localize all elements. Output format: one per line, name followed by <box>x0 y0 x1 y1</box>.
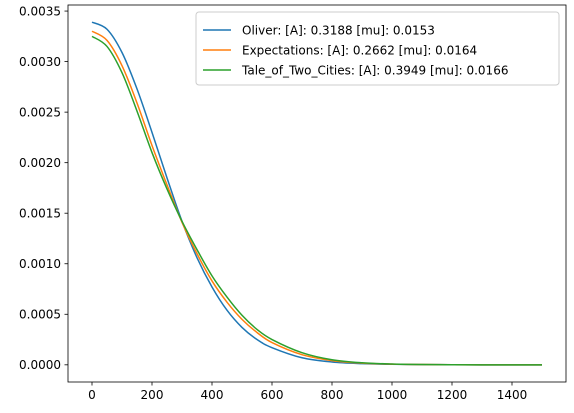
x-tick-label: 1400 <box>497 388 528 402</box>
legend-label-1: Oliver: [A]: 0.3188 [mu]: 0.0153 <box>242 23 435 37</box>
y-tick-label: 0.0005 <box>19 308 61 322</box>
x-tick-label: 400 <box>201 388 224 402</box>
legend-label-3: Tale_of_Two_Cities: [A]: 0.3949 [mu]: 0.… <box>241 63 508 77</box>
plot-frame <box>67 4 567 383</box>
series-line-3 <box>91 35 542 366</box>
y-tick-label: 0.0000 <box>19 358 61 372</box>
y-tick-label: 0.0020 <box>19 156 61 170</box>
x-tick-label: 200 <box>141 388 164 402</box>
y-tick-label: 0.0015 <box>19 207 61 221</box>
y-tick-label: 0.0030 <box>19 55 61 69</box>
y-tick-label: 0.0035 <box>19 4 61 18</box>
legend: Oliver: [A]: 0.3188 [mu]: 0.0153 Expectat… <box>195 11 560 86</box>
plot-lines <box>91 21 542 366</box>
x-tick-label: 800 <box>321 388 344 402</box>
legend-label-2: Expectations: [A]: 0.2662 [mu]: 0.0164 <box>242 43 477 57</box>
x-tick-label: 1000 <box>377 388 408 402</box>
x-tick-label: 600 <box>261 388 284 402</box>
y-tick-label: 0.0025 <box>19 105 61 119</box>
y-tick-label: 0.0010 <box>19 257 61 271</box>
x-axis: 0 200 400 600 800 1000 1200 1400 <box>88 382 527 402</box>
y-axis: 0.0000 0.0005 0.0010 0.0015 0.0020 0.0025 0.00… <box>19 4 68 372</box>
legend-box <box>195 11 560 86</box>
x-tick-label: 1200 <box>437 388 468 402</box>
x-tick-label: 0 <box>88 388 96 402</box>
